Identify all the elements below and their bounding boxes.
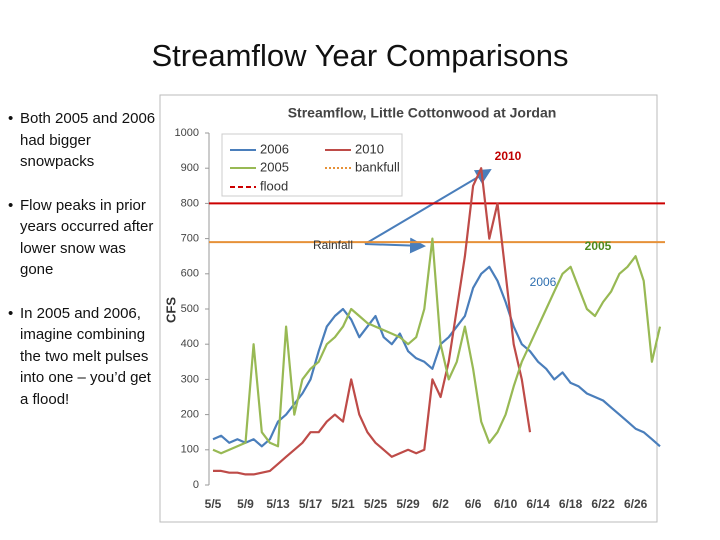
annotation-arrow (364, 168, 492, 245)
bullet: In 2005 and 2006, imagine combining the … (8, 303, 156, 411)
bullet: Flow peaks in prior years occurred after… (8, 195, 156, 281)
y-tick-label: 900 (181, 162, 199, 174)
x-tick-label: 6/26 (624, 497, 648, 511)
y-tick-label: 500 (181, 303, 199, 315)
x-tick-label: 5/13 (266, 497, 290, 511)
bullet-list: Both 2005 and 2006 had bigger snowpacks F… (8, 108, 156, 432)
legend-label: 2006 (260, 141, 289, 156)
y-tick-label: 300 (181, 373, 199, 385)
x-tick-label: 5/9 (237, 497, 254, 511)
annotation: 2005 (585, 239, 612, 253)
y-tick-label: 800 (181, 197, 199, 209)
y-tick-label: 700 (181, 233, 199, 245)
series-line (212, 237, 662, 455)
bullet: Both 2005 and 2006 had bigger snowpacks (8, 108, 156, 173)
x-tick-label: 6/10 (494, 497, 518, 511)
series-line (212, 265, 661, 448)
y-tick-label: 0 (193, 479, 199, 491)
legend-label: 2005 (260, 159, 289, 174)
annotation-arrow (364, 237, 426, 254)
y-tick-label: 1000 (175, 127, 199, 139)
x-tick-label: 6/2 (432, 497, 449, 511)
x-tick-label: 6/18 (559, 497, 583, 511)
x-tick-label: 6/14 (526, 497, 550, 511)
y-axis-label: CFS (163, 297, 178, 323)
annotation: 2010 (495, 149, 522, 163)
y-tick-label: 100 (181, 444, 199, 456)
x-tick-label: 6/6 (465, 497, 482, 511)
series-line (213, 167, 532, 476)
y-tick-label: 200 (181, 409, 199, 421)
chart-title: Streamflow, Little Cottonwood at Jordan (288, 105, 557, 121)
y-tick-label: 600 (181, 268, 199, 280)
legend (221, 133, 403, 197)
x-tick-label: 5/5 (205, 497, 222, 511)
y-tick-label: 400 (181, 338, 199, 350)
x-tick-label: 5/29 (396, 497, 420, 511)
legend-label: 2010 (355, 141, 384, 156)
annotation: Rainfall (313, 238, 353, 252)
x-tick-label: 5/25 (364, 497, 388, 511)
legend-label: flood (260, 178, 288, 193)
legend-label: bankfull (355, 159, 400, 174)
x-tick-label: 5/21 (331, 497, 355, 511)
annotation: 2006 (530, 275, 557, 289)
x-tick-label: 5/17 (299, 497, 323, 511)
slide-title: Streamflow Year Comparisons (151, 38, 569, 73)
x-tick-label: 6/22 (591, 497, 615, 511)
